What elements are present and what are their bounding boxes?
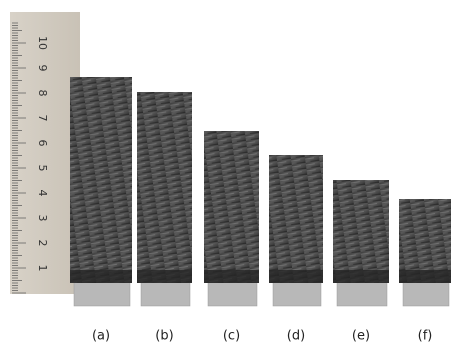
specimen-edge — [333, 270, 389, 283]
ruler-number: 5 — [36, 165, 49, 172]
specimen — [333, 180, 389, 283]
specimen-tab — [273, 280, 321, 306]
specimen-tab — [403, 280, 449, 306]
specimen-label: (d) — [287, 329, 305, 344]
ruler-number: 2 — [36, 240, 49, 247]
specimen-label: (a) — [92, 329, 110, 344]
specimen-edge — [204, 270, 259, 283]
specimen-tab — [74, 280, 130, 306]
specimen-edge — [137, 270, 192, 283]
ruler-number: 7 — [36, 115, 49, 122]
specimen-label: (b) — [155, 329, 173, 344]
specimen-tab — [141, 280, 190, 306]
ruler-number: 6 — [36, 140, 49, 147]
specimen-tab — [337, 280, 387, 306]
ruler-number: 9 — [36, 65, 49, 72]
specimen-edge — [269, 270, 323, 283]
ruler-number: 3 — [36, 215, 49, 222]
ruler-number: 4 — [36, 190, 49, 197]
specimen-label: (e) — [352, 329, 370, 344]
photo: 1 2 3 4 5 6 7 8 9 10 (a) (b) (c) (d) (e) (f) — [0, 0, 454, 349]
ruler-number: 8 — [36, 90, 49, 97]
specimen — [70, 77, 132, 283]
ruler-number: 1 — [36, 265, 49, 272]
specimen — [269, 155, 323, 283]
ruler — [10, 12, 80, 294]
specimen-label: (f) — [418, 329, 433, 344]
specimen-tab — [208, 280, 257, 306]
specimens: (a) (b) (c) (d) (e) (f) — [70, 77, 451, 344]
specimen — [204, 131, 259, 283]
specimen-edge — [399, 270, 451, 283]
ruler-number: 10 — [36, 36, 49, 50]
specimen-edge — [70, 270, 132, 283]
specimen — [137, 92, 192, 283]
specimen-label: (c) — [223, 329, 240, 344]
